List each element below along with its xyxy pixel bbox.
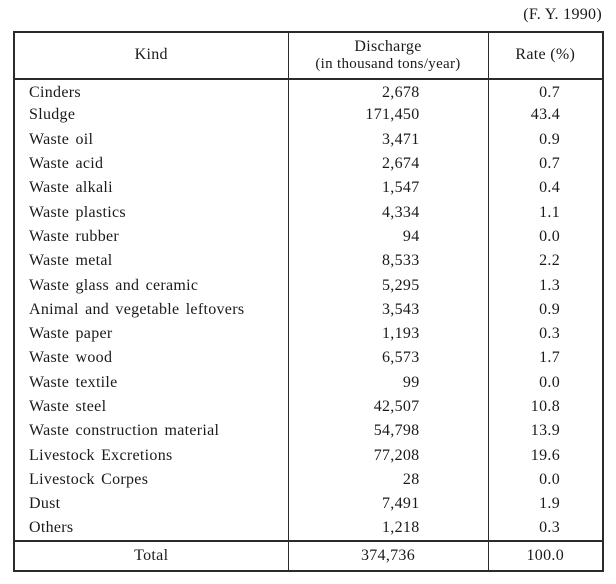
column-header-discharge: Discharge (in thousand tons/year): [287, 32, 488, 80]
table-row: Cinders 2,678 0.7: [14, 79, 603, 104]
kind-cell: Waste glass and ceramic: [29, 276, 199, 294]
table-row: Waste construction material 54,798 13.9: [14, 419, 603, 444]
kind-cell: Waste rubber: [29, 227, 120, 245]
kind-cell: Livestock Corpes: [29, 470, 149, 488]
table-row: Waste steel 42,507 10.8: [14, 394, 603, 420]
rate-cell: 0.4: [487, 176, 603, 201]
rate-cell: 0.7: [487, 79, 603, 104]
table-row: Sludge 171,450 43.4: [14, 103, 603, 128]
discharge-cell: 2,678: [287, 79, 488, 104]
rate-cell: 13.9: [487, 419, 603, 444]
rate-cell: 1.9: [487, 492, 603, 517]
discharge-cell: 5,295: [287, 273, 488, 298]
total-label: Total: [14, 539, 288, 571]
kind-cell: Waste wood: [29, 349, 113, 367]
discharge-cell: 54,798: [287, 419, 488, 444]
kind-cell: Waste steel: [29, 398, 107, 415]
rate-cell: 0.3: [487, 321, 603, 347]
total-discharge-value: 374,736: [287, 539, 488, 571]
table-row: Waste plastics 4,334 1.1: [14, 200, 603, 225]
total-rate-value: 100.0: [487, 539, 603, 571]
fiscal-year-caption: (F. Y. 1990): [523, 6, 602, 23]
table-row: Dust 7,491 1.9: [14, 492, 603, 517]
table-row: Waste metal 8,533 2.2: [14, 249, 603, 274]
rate-cell: 0.9: [487, 297, 603, 322]
table-row: Waste paper 1,193 0.3: [14, 321, 603, 347]
discharge-cell: 1,193: [287, 321, 488, 347]
table-row: Animal and vegetable leftovers 3,543 0.9: [14, 297, 603, 322]
discharge-cell: 7,491: [287, 492, 488, 517]
kind-cell: Waste alkali: [29, 179, 113, 197]
kind-cell: Sludge: [29, 106, 76, 124]
discharge-cell: 4,334: [287, 200, 488, 225]
table-row: Waste acid 2,674 0.7: [14, 151, 603, 177]
total-row: Total 374,736 100.0: [14, 539, 603, 571]
column-header-discharge-title: Discharge: [354, 37, 422, 55]
discharge-cell: 42,507: [287, 394, 488, 420]
rate-cell: 0.0: [487, 370, 603, 395]
kind-cell: Waste oil: [29, 130, 94, 148]
rate-cell: 10.8: [487, 394, 603, 420]
kind-cell: Dust: [29, 495, 61, 513]
table-row: Waste glass and ceramic 5,295 1.3: [14, 273, 603, 298]
kind-cell: Waste textile: [29, 373, 118, 391]
waste-discharge-table: Kind Discharge (in thousand tons/year) R…: [13, 31, 604, 572]
column-header-kind: Kind: [14, 32, 288, 80]
discharge-cell: 28: [287, 467, 488, 493]
column-header-rate: Rate (%): [487, 32, 603, 80]
rate-cell: 0.0: [487, 467, 603, 493]
rate-cell: 1.3: [487, 273, 603, 298]
discharge-cell: 77,208: [287, 443, 488, 468]
discharge-cell: 6,573: [287, 346, 488, 371]
rate-cell: 0.3: [487, 516, 603, 541]
rate-cell: 1.7: [487, 346, 603, 371]
column-header-discharge-unit: (in thousand tons/year): [315, 56, 461, 73]
discharge-cell: 3,471: [287, 127, 488, 152]
rate-cell: 43.4: [487, 103, 603, 128]
kind-cell: Waste construction material: [29, 422, 220, 440]
kind-cell: Waste paper: [29, 325, 113, 343]
header-row: Kind Discharge (in thousand tons/year) R…: [14, 32, 603, 80]
discharge-cell: 2,674: [287, 151, 488, 177]
table-row: Livestock Excretions 77,208 19.6: [14, 443, 603, 468]
table-row: Waste rubber 94 0.0: [14, 224, 603, 250]
kind-cell: Livestock Excretions: [29, 446, 173, 464]
discharge-cell: 171,450: [287, 103, 488, 128]
table-row: Livestock Corpes 28 0.0: [14, 467, 603, 493]
discharge-cell: 94: [287, 224, 488, 250]
kind-cell: Waste plastics: [29, 203, 126, 221]
table-row: Others 1,218 0.3: [14, 516, 603, 541]
kind-cell: Waste metal: [29, 252, 113, 270]
discharge-cell: 8,533: [287, 249, 488, 274]
rate-cell: 0.7: [487, 151, 603, 177]
kind-cell: Others: [29, 518, 74, 536]
table-body: Cinders 2,678 0.7 Sludge 171,450 43.4 Wa…: [14, 79, 603, 541]
rate-cell: 19.6: [487, 443, 603, 468]
rate-cell: 0.9: [487, 127, 603, 152]
discharge-cell: 3,543: [287, 297, 488, 322]
discharge-cell: 99: [287, 370, 488, 395]
table-row: Waste oil 3,471 0.9: [14, 127, 603, 152]
kind-cell: Cinders: [29, 84, 81, 102]
rate-cell: 0.0: [487, 224, 603, 250]
rate-cell: 2.2: [487, 249, 603, 274]
discharge-cell: 1,218: [287, 516, 488, 541]
table-row: Waste alkali 1,547 0.4: [14, 176, 603, 201]
table-row: Waste textile 99 0.0: [14, 370, 603, 395]
kind-cell: Animal and vegetable leftovers: [29, 300, 245, 318]
discharge-cell: 1,547: [287, 176, 488, 201]
table-row: Waste wood 6,573 1.7: [14, 346, 603, 371]
kind-cell: Waste acid: [29, 155, 104, 173]
rate-cell: 1.1: [487, 200, 603, 225]
